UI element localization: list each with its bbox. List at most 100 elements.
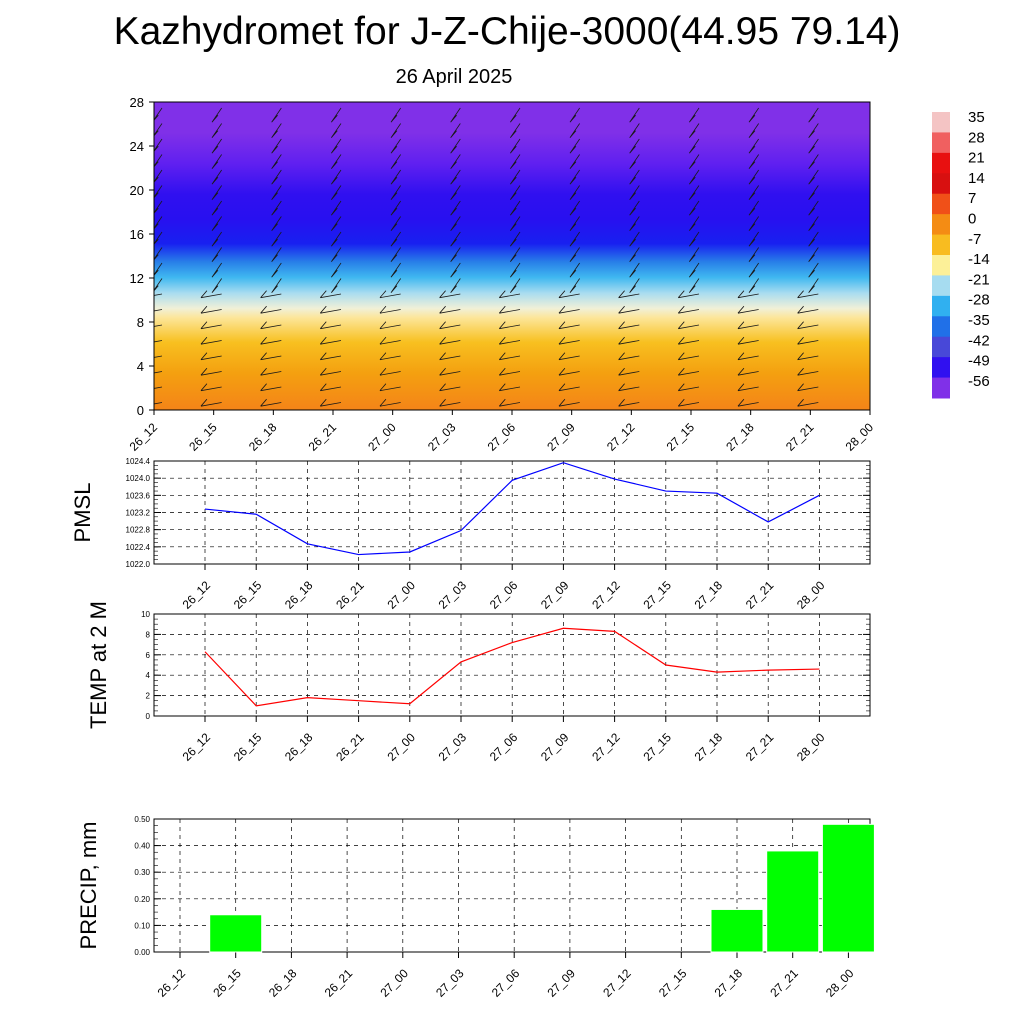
- wind-barb: [200, 398, 222, 407]
- wind-barb: [319, 367, 342, 376]
- wind-barb: [748, 185, 759, 200]
- wind-barb: [737, 321, 759, 330]
- wind-barb: [618, 352, 640, 361]
- wind-barb: [379, 305, 401, 314]
- wind-barb: [569, 262, 580, 278]
- pmsl-series-line: [204, 462, 820, 556]
- wind-barb: [260, 352, 282, 361]
- wind-barb: [808, 185, 819, 200]
- wind-barb: [618, 321, 640, 330]
- wind-barb: [450, 138, 461, 154]
- wind-barb: [379, 321, 401, 330]
- precip-x-tick-label: 26_12: [155, 966, 189, 1000]
- wind-barb: [200, 305, 222, 314]
- wind-barb: [808, 107, 819, 123]
- wind-barb: [271, 123, 282, 138]
- wind-barb: [748, 231, 759, 247]
- wind-barb: [797, 336, 819, 345]
- wind-barb: [439, 305, 461, 314]
- wind-barb: [677, 367, 700, 376]
- wind-barb: [737, 305, 759, 314]
- heatmap-y-tick-label: 8: [137, 315, 144, 330]
- temp-x-tick-label: 27_06: [487, 730, 521, 764]
- wind-barb: [677, 321, 700, 330]
- wind-barb: [439, 290, 461, 299]
- wind-barb: [688, 107, 700, 123]
- heatmap-x-tick-label: 27_15: [664, 420, 698, 454]
- precip-bar: [766, 850, 820, 953]
- wind-barb: [509, 262, 521, 278]
- wind-barb: [319, 398, 342, 407]
- heatmap-x-axis: 26_12 26_15 26_18 26_21 27_00 27_03 27_06 27_09…: [127, 410, 876, 454]
- pmsl-y-tick-label: 1022.4: [126, 543, 151, 552]
- wind-barb: [271, 262, 282, 278]
- wind-barb: [319, 352, 342, 361]
- wind-barb: [200, 367, 222, 376]
- wind-barb: [748, 154, 759, 169]
- heatmap-x-tick-label: 27_09: [544, 420, 578, 454]
- temp-x-tick-label: 27_03: [436, 730, 470, 764]
- wind-barb: [558, 290, 580, 299]
- precip-x-tick-label: 26_15: [210, 966, 244, 1000]
- wind-barb: [509, 200, 521, 216]
- wind-barb: [618, 367, 640, 376]
- wind-barb: [379, 367, 401, 376]
- colorbar-label: 14: [968, 170, 985, 187]
- wind-barb: [569, 231, 580, 247]
- wind-barb: [390, 169, 401, 185]
- precip-y-tick-label: 0.50: [134, 815, 150, 824]
- wind-barb: [154, 247, 163, 261]
- wind-barb: [379, 336, 401, 345]
- wind-barb: [390, 154, 401, 169]
- wind-barb: [748, 278, 759, 293]
- wind-barb: [271, 138, 282, 154]
- colorbar-swatch: [932, 193, 950, 215]
- wind-barb: [154, 340, 163, 343]
- pmsl-x-tick-label: 27_15: [640, 578, 674, 612]
- heatmap-x-tick-label: 26_18: [246, 420, 280, 454]
- wind-barb: [808, 262, 819, 278]
- wind-barb: [737, 398, 759, 407]
- wind-barb: [211, 154, 222, 169]
- pmsl-y-tick-label: 1023.6: [126, 491, 151, 500]
- wind-barb: [808, 154, 819, 169]
- pmsl-y-axis-title: PMSL: [70, 483, 95, 543]
- wind-barb: [629, 185, 640, 200]
- wind-barb: [330, 262, 342, 278]
- wind-barb: [808, 200, 819, 216]
- wind-barb: [509, 154, 521, 169]
- wind-barb: [211, 231, 222, 247]
- wind-barb: [154, 402, 163, 405]
- pmsl-x-tick-label: 28_00: [794, 578, 828, 612]
- temp-x-tick-label: 27_21: [743, 730, 777, 764]
- wind-barb: [450, 216, 461, 231]
- wind-barb: [154, 216, 163, 230]
- wind-barb: [200, 290, 222, 299]
- wind-barb: [748, 138, 759, 154]
- heatmap-x-tick-label: 26_15: [186, 420, 220, 454]
- wind-barb: [748, 123, 759, 138]
- wind-barb: [688, 200, 700, 216]
- temp-y-axis-title: TEMP at 2 M: [86, 601, 111, 729]
- wind-barb: [154, 138, 163, 152]
- wind-barb: [271, 278, 282, 293]
- wind-barb: [797, 367, 819, 376]
- wind-barb: [618, 336, 640, 345]
- wind-barb: [390, 278, 401, 293]
- wind-barb: [498, 305, 521, 314]
- wind-barb: [439, 398, 461, 407]
- wind-barb: [569, 247, 580, 262]
- wind-barb: [260, 336, 282, 345]
- precip-bar: [821, 823, 875, 953]
- wind-barb: [808, 247, 819, 262]
- wind-barb: [797, 321, 819, 330]
- heatmap-x-tick-label: 26_21: [306, 420, 340, 454]
- wind-barb: [439, 383, 461, 392]
- wind-barb: [450, 247, 461, 262]
- heatmap-y-axis: 0 4 8 12 16 20 24 28: [130, 95, 154, 418]
- wind-barb: [211, 200, 222, 216]
- wind-barb: [618, 305, 640, 314]
- wind-barb: [330, 278, 342, 293]
- colorbar-swatch: [932, 275, 950, 297]
- heatmap-y-tick-label: 24: [130, 139, 144, 154]
